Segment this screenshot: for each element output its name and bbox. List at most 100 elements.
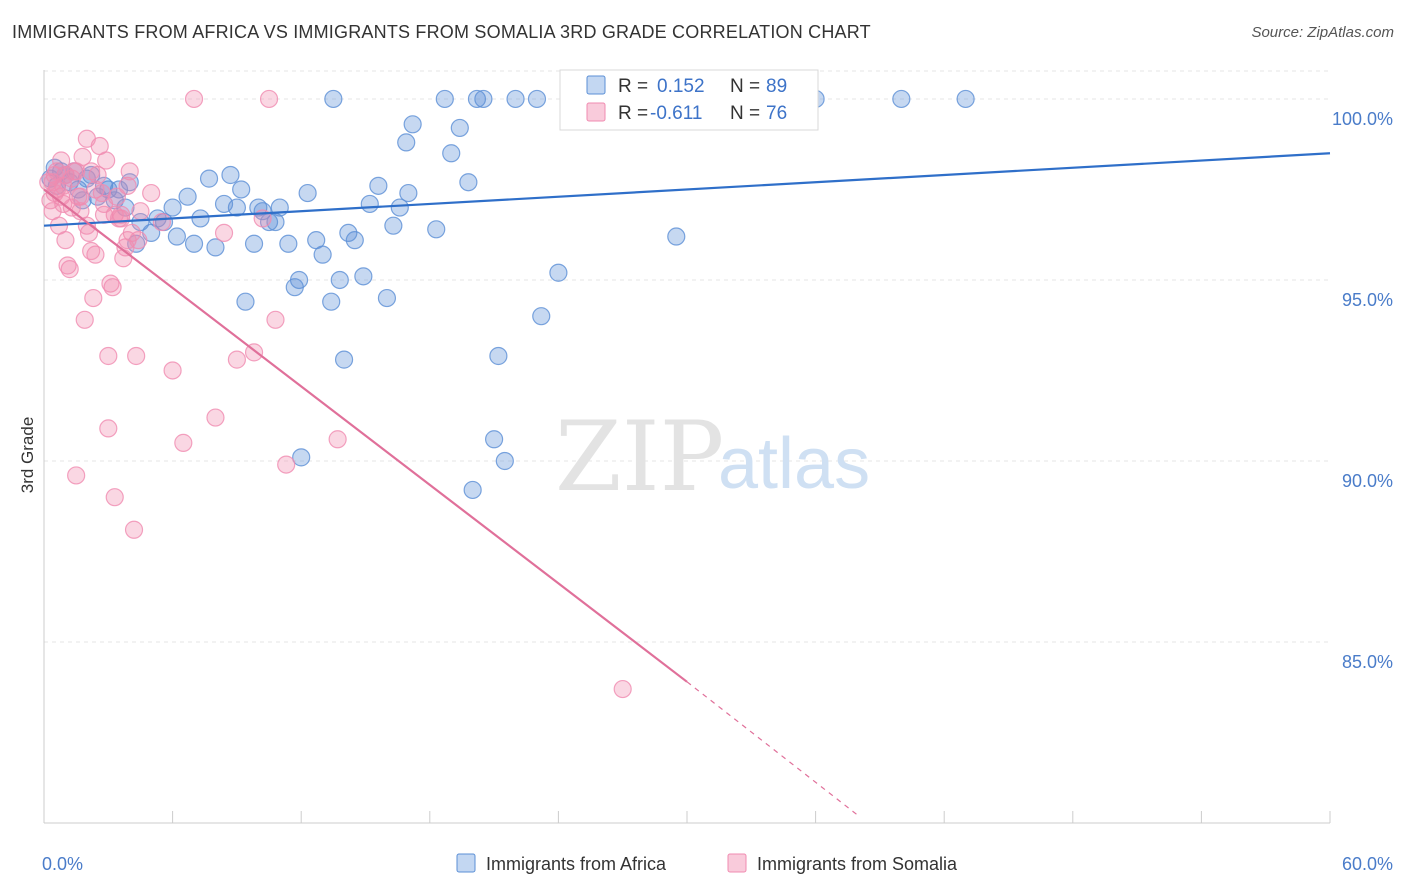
africa-point	[384, 216, 403, 235]
x-tick-labels: 0.0% 60.0%	[42, 854, 1393, 874]
y-axis-label: 3rd Grade	[18, 417, 37, 494]
africa-point	[532, 307, 551, 326]
somalia-point	[131, 202, 150, 221]
africa-point	[390, 198, 409, 217]
africa-point	[191, 209, 210, 228]
africa-point	[506, 89, 525, 109]
africa-point	[397, 133, 416, 152]
somalia-point	[103, 278, 122, 297]
africa-point	[292, 448, 311, 467]
africa-point	[435, 89, 454, 109]
somalia-point	[214, 223, 234, 243]
africa-point	[459, 173, 478, 192]
somalia-point	[277, 455, 296, 474]
legend-swatch-africa	[586, 75, 606, 95]
somalia-point	[67, 162, 86, 181]
africa-point	[369, 176, 388, 195]
africa-point	[427, 220, 446, 239]
africa-point	[167, 227, 186, 246]
somalia-point	[112, 205, 131, 224]
africa-point	[184, 234, 204, 253]
somalia-point	[120, 162, 139, 181]
africa-point	[956, 89, 975, 109]
bottom-legend: Immigrants from Africa Immigrants from S…	[456, 853, 958, 874]
africa-point	[339, 223, 358, 243]
somalia-trend-extension	[686, 681, 859, 817]
somalia-point	[84, 288, 103, 308]
legend-n-label-somalia: N =	[730, 103, 760, 124]
africa-point	[244, 234, 264, 253]
africa-point	[206, 238, 225, 257]
somalia-point	[142, 183, 161, 203]
y-tick-label: 100.0%	[1332, 109, 1393, 129]
africa-point	[236, 292, 255, 311]
x-tick-label: 60.0%	[1342, 854, 1393, 874]
somalia-point	[328, 430, 347, 449]
somalia-point	[259, 89, 279, 109]
africa-point	[253, 202, 272, 221]
africa-point	[474, 89, 493, 109]
bottom-legend-swatch-somalia	[727, 853, 747, 873]
legend-swatch-somalia	[586, 102, 606, 122]
africa-point	[450, 118, 469, 138]
trend-lines	[43, 152, 1331, 817]
somalia-point	[71, 187, 90, 206]
somalia-point	[99, 419, 118, 438]
somalia-point	[105, 488, 124, 507]
y-tick-label: 85.0%	[1342, 652, 1393, 672]
africa-point	[232, 180, 251, 199]
chart-title: IMMIGRANTS FROM AFRICA VS IMMIGRANTS FRO…	[12, 22, 871, 42]
somalia-point	[77, 216, 96, 235]
somalia-point	[152, 212, 171, 232]
somalia-point	[56, 231, 75, 250]
somalia-point	[75, 310, 94, 329]
africa-point	[399, 183, 418, 203]
x-tick-label: 0.0%	[42, 854, 83, 874]
legend-r-value-somalia: -0.611	[650, 103, 702, 124]
africa-point	[345, 231, 364, 250]
africa-point	[360, 194, 379, 214]
somalia-point	[86, 180, 105, 199]
somalia-trend-line	[43, 188, 688, 683]
somalia-point	[163, 361, 182, 380]
africa-point	[549, 263, 568, 282]
somalia-point	[86, 245, 105, 264]
somalia-point	[227, 350, 246, 369]
africa-point	[334, 350, 354, 369]
bottom-legend-label-africa: Immigrants from Africa	[486, 854, 667, 874]
somalia-point	[118, 176, 137, 195]
africa-point	[279, 234, 298, 253]
legend-n-value-africa: 89	[766, 76, 787, 97]
somalia-point	[60, 260, 79, 279]
africa-point	[527, 89, 547, 109]
y-tick-label: 90.0%	[1342, 471, 1393, 491]
africa-point	[298, 183, 317, 203]
somalia-point	[45, 165, 64, 185]
stats-legend: R = 0.152 N = 89 R = -0.611 N = 76	[559, 69, 819, 131]
africa-point	[377, 288, 397, 308]
africa-point	[324, 89, 343, 109]
africa-point	[199, 169, 219, 188]
africa-point	[485, 430, 504, 449]
africa-point	[467, 89, 487, 109]
bottom-legend-swatch-africa	[456, 853, 476, 873]
legend-n-label-africa: N =	[730, 76, 760, 97]
somalia-point	[124, 520, 144, 539]
somalia-point	[94, 194, 114, 214]
watermark-atlas: atlas	[718, 424, 870, 504]
source-label: Source: ZipAtlas.com	[1251, 24, 1394, 41]
bottom-legend-label-somalia: Immigrants from Somalia	[757, 854, 958, 874]
africa-point	[667, 227, 686, 246]
africa-trend-line	[43, 152, 1331, 227]
somalia-point	[99, 346, 118, 366]
africa-point	[489, 346, 508, 366]
africa-point	[330, 270, 349, 290]
africa-point	[227, 198, 246, 217]
africa-point	[178, 187, 197, 206]
africa-point	[289, 270, 309, 290]
africa-point	[322, 292, 341, 311]
africa-point	[403, 115, 422, 134]
somalia-point	[127, 346, 146, 366]
somalia-point	[82, 162, 101, 181]
